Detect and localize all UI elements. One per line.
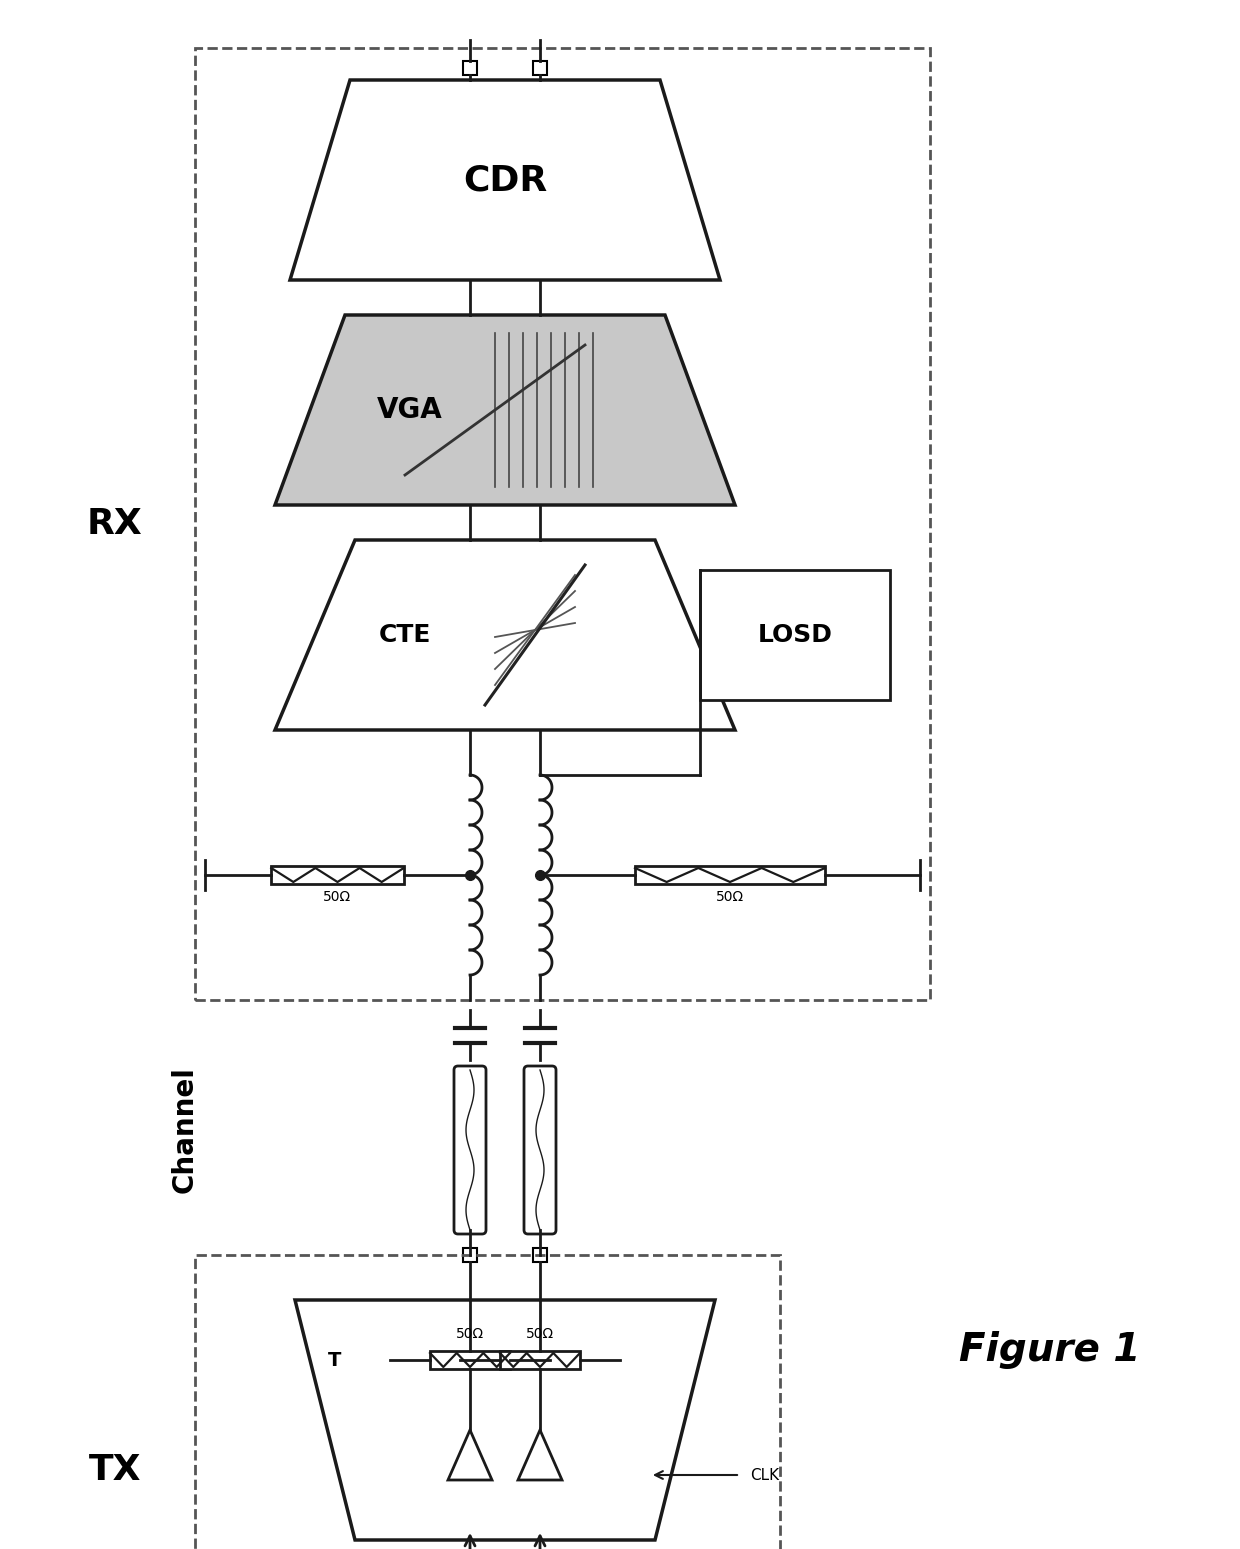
Text: 50Ω: 50Ω — [324, 891, 352, 905]
Bar — [533, 1248, 547, 1262]
Text: CLK: CLK — [750, 1467, 779, 1482]
Polygon shape — [448, 1430, 492, 1479]
Polygon shape — [275, 314, 735, 505]
Text: RX: RX — [87, 507, 143, 541]
FancyBboxPatch shape — [525, 1066, 556, 1235]
Text: Figure 1: Figure 1 — [960, 1331, 1141, 1369]
Bar — [463, 1248, 477, 1262]
Text: 50Ω: 50Ω — [715, 891, 744, 905]
Text: 50Ω: 50Ω — [526, 1327, 554, 1341]
Polygon shape — [518, 1430, 562, 1479]
Text: 50Ω: 50Ω — [456, 1327, 484, 1341]
Bar — [430, 1351, 510, 1369]
Polygon shape — [290, 81, 720, 280]
Bar — [272, 866, 404, 884]
Text: T: T — [329, 1351, 342, 1369]
Text: CTE: CTE — [378, 623, 432, 647]
Polygon shape — [295, 1300, 715, 1540]
Text: CDR: CDR — [463, 163, 547, 197]
Text: TX: TX — [89, 1453, 141, 1487]
Text: LOSD: LOSD — [758, 623, 832, 647]
Bar — [635, 866, 825, 884]
Bar — [533, 60, 547, 74]
Bar — [463, 60, 477, 74]
Bar — [500, 1351, 580, 1369]
Text: Channel: Channel — [171, 1067, 198, 1193]
Polygon shape — [275, 541, 735, 730]
Text: VGA: VGA — [377, 397, 443, 424]
FancyBboxPatch shape — [454, 1066, 486, 1235]
Bar — [701, 570, 890, 700]
